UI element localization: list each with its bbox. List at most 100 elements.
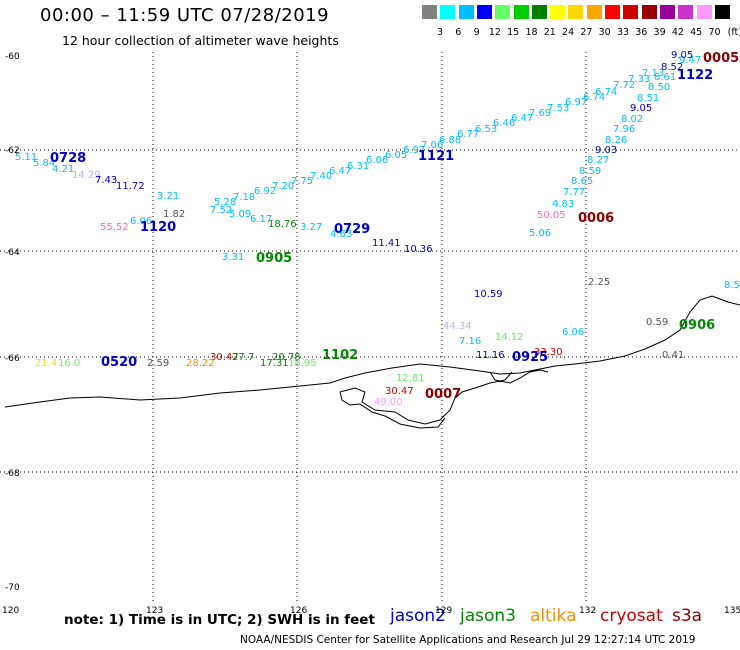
scale-swatch [550, 5, 566, 19]
scale-swatch [495, 5, 511, 19]
satellite-cryosat: cryosat [600, 606, 663, 626]
map-subtitle: 12 hour collection of altimeter wave hei… [62, 33, 339, 48]
wave-height-label: 8.51 [637, 93, 659, 104]
wave-height-label: 6.53 [475, 124, 497, 135]
scale-label: 18 [525, 27, 538, 38]
track-time-label: 0005 [703, 51, 739, 66]
wave-height-label: 11.72 [116, 181, 145, 192]
wave-height-label: 6.06 [130, 216, 152, 227]
satellite-jason3: jason3 [460, 606, 516, 626]
track-time-label: 0729 [334, 222, 370, 237]
wave-height-label: 7.43 [95, 175, 117, 186]
wave-height-label: 7.06 [421, 140, 443, 151]
track-time-label: 0728 [50, 151, 86, 166]
scale-swatch [476, 5, 492, 19]
wave-height-label: 6.47 [511, 113, 533, 124]
wave-height-label: 7.40 [310, 171, 332, 182]
y-tick-label: -66 [5, 354, 20, 364]
wave-height-label: 6.92 [254, 186, 276, 197]
wave-height-label: 5.09 [229, 209, 251, 220]
wave-height-label: 9.05 [671, 50, 693, 61]
wave-height-label: 6.05 [385, 150, 407, 161]
wave-height-label: 6.06 [562, 327, 584, 338]
x-tick-label: 126 [290, 606, 307, 616]
wave-height-label: 6.74 [595, 87, 617, 98]
scale-swatch [422, 5, 437, 19]
scale-swatch [714, 5, 730, 19]
wave-height-label: 1.82 [163, 209, 185, 220]
wave-height-label: 8.5 [724, 280, 740, 291]
track-time-label: 1121 [418, 149, 454, 164]
wave-height-label: 6.77 [457, 129, 479, 140]
wave-height-label: 4.21 [52, 164, 74, 175]
wave-height-label: 7.69 [529, 108, 551, 119]
wave-height-label: 18.76 [268, 219, 297, 230]
y-tick-label: -68 [5, 469, 20, 479]
wave-height-label: 14.29 [72, 170, 101, 181]
wave-height-label: 11.41 [372, 238, 401, 249]
satellite-s3a: s3a [672, 606, 703, 626]
y-tick-label: -70 [5, 583, 20, 593]
wave-height-label: 30.47 [210, 352, 239, 363]
scale-swatch [440, 5, 456, 19]
grid-lines [0, 52, 740, 601]
scale-label: 30 [598, 27, 611, 38]
wave-height-label: 10.59 [474, 289, 503, 300]
wave-height-label: 49.00 [374, 397, 403, 408]
scale-label: 3 [436, 27, 444, 38]
scale-swatch [641, 5, 657, 19]
scale-swatch [586, 5, 602, 19]
wave-height-label: 6.88 [439, 135, 461, 146]
wave-height-label: 12.81 [396, 373, 425, 384]
wave-height-label: 6.47 [329, 166, 351, 177]
wave-height-label: 11.16 [476, 350, 505, 361]
x-tick-label: 135 [724, 606, 740, 616]
wave-height-label: 21.4 [35, 358, 57, 369]
wave-height-label: 27.7 [232, 352, 254, 363]
wave-height-label: 9.03 [595, 145, 617, 156]
wave-height-label: 2.25 [588, 277, 610, 288]
track-time-label: 1102 [322, 348, 358, 363]
track-time-label: 0925 [512, 350, 548, 365]
scale-label: 6 [455, 27, 462, 38]
wave-height-label: 50.05 [537, 210, 566, 221]
wave-height-label: 8.02 [621, 114, 643, 125]
scale-unit: (ft) [727, 27, 740, 38]
scale-label: 42 [671, 27, 684, 38]
scale-swatch [659, 5, 675, 19]
wave-height-label: 6.97 [403, 145, 425, 156]
wave-height-label: 2.59 [147, 358, 169, 369]
wave-height-label: 7.53 [547, 103, 569, 114]
track-time-label: 0905 [256, 251, 292, 266]
satellite-jason2: jason2 [390, 606, 446, 626]
x-tick-label: 132 [579, 606, 596, 616]
wave-height-label: 8.26 [605, 135, 627, 146]
y-tick-label: -60 [5, 52, 20, 62]
wave-height-label: 14.12 [495, 332, 524, 343]
wave-height-label: 8.59 [579, 166, 601, 177]
wave-height-label: 4.83 [552, 199, 574, 210]
wave-height-label: 44.34 [443, 321, 472, 332]
scale-label: 21 [543, 27, 556, 38]
track-time-label: 1122 [677, 68, 713, 83]
wave-height-label: 8.65 [571, 176, 593, 187]
scale-swatch [678, 5, 694, 19]
y-axis-ticks: -60 -62 -64 -66 -68 -70 [5, 52, 20, 593]
wave-height-label: 0.41 [662, 350, 684, 361]
scale-swatch [623, 5, 639, 19]
wave-height-label: 9.05 [630, 103, 652, 114]
wave-height-label: 5.28 [214, 197, 236, 208]
track-time-label: 0520 [101, 355, 137, 370]
scale-label: 45 [690, 27, 703, 38]
wave-height-label: 30.47 [385, 386, 414, 397]
y-tick-label: -62 [5, 146, 20, 156]
wave-height-label: 5.84 [33, 158, 55, 169]
track-time-label: 0007 [425, 387, 461, 402]
track-time-labels: 0728 1120 0905 0729 1121 1122 0005 0006 0906 0925… [50, 51, 739, 402]
wave-height-label: 17.31 [260, 358, 289, 369]
wave-height-values: 5.115.844.2114.297.4311.723.211.826.0655… [15, 50, 740, 408]
wave-height-label: 7.16 [459, 336, 481, 347]
wave-height-label: 8.50 [648, 82, 670, 93]
wave-height-label: 55.52 [100, 222, 129, 233]
track-time-label: 1120 [140, 220, 176, 235]
